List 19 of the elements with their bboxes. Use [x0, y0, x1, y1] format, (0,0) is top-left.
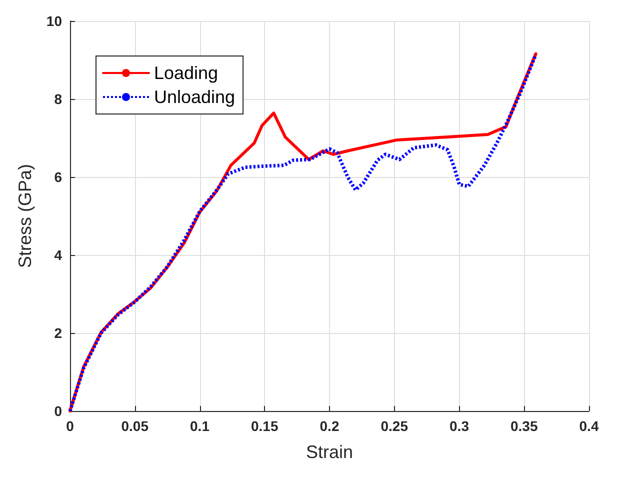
x-tick-label: 0.25 — [380, 418, 408, 434]
x-tick-label: 0.3 — [450, 418, 470, 434]
x-tick-label: 0.4 — [579, 418, 599, 434]
y-tick-label: 6 — [54, 169, 62, 185]
x-axis-title: Strain — [306, 442, 354, 462]
y-tick-label: 0 — [54, 403, 62, 419]
y-tick-label: 4 — [54, 247, 62, 263]
y-tick-label: 10 — [46, 13, 62, 29]
y-tick-label: 2 — [54, 325, 62, 341]
y-tick-label: 8 — [54, 91, 62, 107]
legend-label: Unloading — [154, 87, 236, 107]
x-tick-label: 0.05 — [121, 418, 149, 434]
legend-label: Loading — [154, 63, 218, 83]
x-tick-label: 0.15 — [251, 418, 278, 434]
y-axis-title: Stress (GPa) — [15, 164, 35, 268]
x-tick-label: 0.2 — [320, 418, 340, 434]
x-tick-label: 0.35 — [510, 418, 538, 434]
x-tick-label: 0 — [66, 418, 74, 434]
x-tick-label: 0.1 — [190, 418, 210, 434]
